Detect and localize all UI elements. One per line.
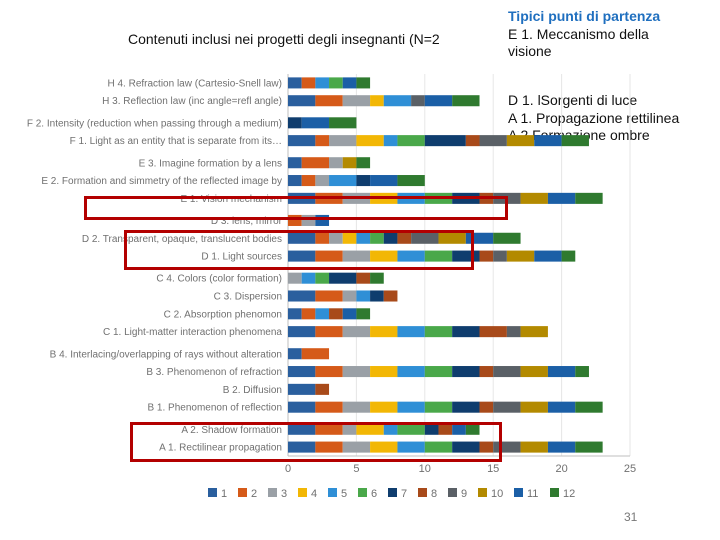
page-number: 31 [624,510,637,524]
svg-text:A 2. Shadow formation: A 2. Shadow formation [181,425,282,436]
svg-text:C 2. Absorption phenomon: C 2. Absorption phenomon [164,309,282,320]
svg-text:10: 10 [491,488,503,500]
svg-text:B 1. Phenomenon of reflection: B 1. Phenomenon of reflection [147,403,282,414]
svg-text:25: 25 [624,463,636,475]
svg-text:C 3. Dispersion: C 3. Dispersion [214,292,282,303]
svg-text:20: 20 [555,463,567,475]
stacked-bar-chart: 0510152025H 4. Refraction law (Cartesio-… [0,0,720,540]
svg-text:D 3. lens, mirror: D 3. lens, mirror [211,216,283,227]
svg-text:3: 3 [281,488,287,500]
svg-text:10: 10 [419,463,431,475]
svg-text:7: 7 [401,488,407,500]
svg-text:2: 2 [251,488,257,500]
svg-text:B 4. Interlacing/overlapping o: B 4. Interlacing/overlapping of rays wit… [50,349,282,360]
svg-text:15: 15 [487,463,499,475]
svg-text:1: 1 [221,488,227,500]
svg-text:6: 6 [371,488,377,500]
svg-text:C 4. Colors (color formation): C 4. Colors (color formation) [156,274,282,285]
svg-text:5: 5 [353,463,359,475]
svg-text:H 4. Refraction law (Cartesio-: H 4. Refraction law (Cartesio-Snell law) [107,78,282,89]
svg-text:E 3. Imagine formation by a le: E 3. Imagine formation by a lens [139,158,282,169]
svg-text:5: 5 [341,488,347,500]
svg-text:A 1. Rectilinear propagation: A 1. Rectilinear propagation [159,443,282,454]
svg-text:C 1. Light-matter interaction: C 1. Light-matter interaction phenomena [103,327,282,338]
svg-text:12: 12 [563,488,575,500]
svg-text:11: 11 [527,488,538,500]
svg-text:F 2. Intensity (reduction when: F 2. Intensity (reduction when passing t… [27,118,282,129]
svg-text:F 1. Light as an entity that i: F 1. Light as an entity that is separate… [70,136,282,147]
svg-text:H 3. Reflection law (inc angle: H 3. Reflection law (inc angle=refl angl… [102,96,282,107]
svg-text:8: 8 [431,488,437,500]
svg-text:E 1. Vision mechanism: E 1. Vision mechanism [180,194,282,205]
svg-text:B 2. Diffusion: B 2. Diffusion [223,385,282,396]
svg-text:B 3. Phenomenon of refraction: B 3. Phenomenon of refraction [146,367,282,378]
svg-text:4: 4 [311,488,317,500]
svg-text:0: 0 [285,463,291,475]
svg-text:D 1. Light sources: D 1. Light sources [201,252,282,263]
svg-text:D 2. Transparent, opaque, tran: D 2. Transparent, opaque, translucent bo… [82,234,282,245]
svg-text:9: 9 [461,488,467,500]
svg-text:E 2. Formation and simmetry of: E 2. Formation and simmetry of the refle… [41,176,282,187]
